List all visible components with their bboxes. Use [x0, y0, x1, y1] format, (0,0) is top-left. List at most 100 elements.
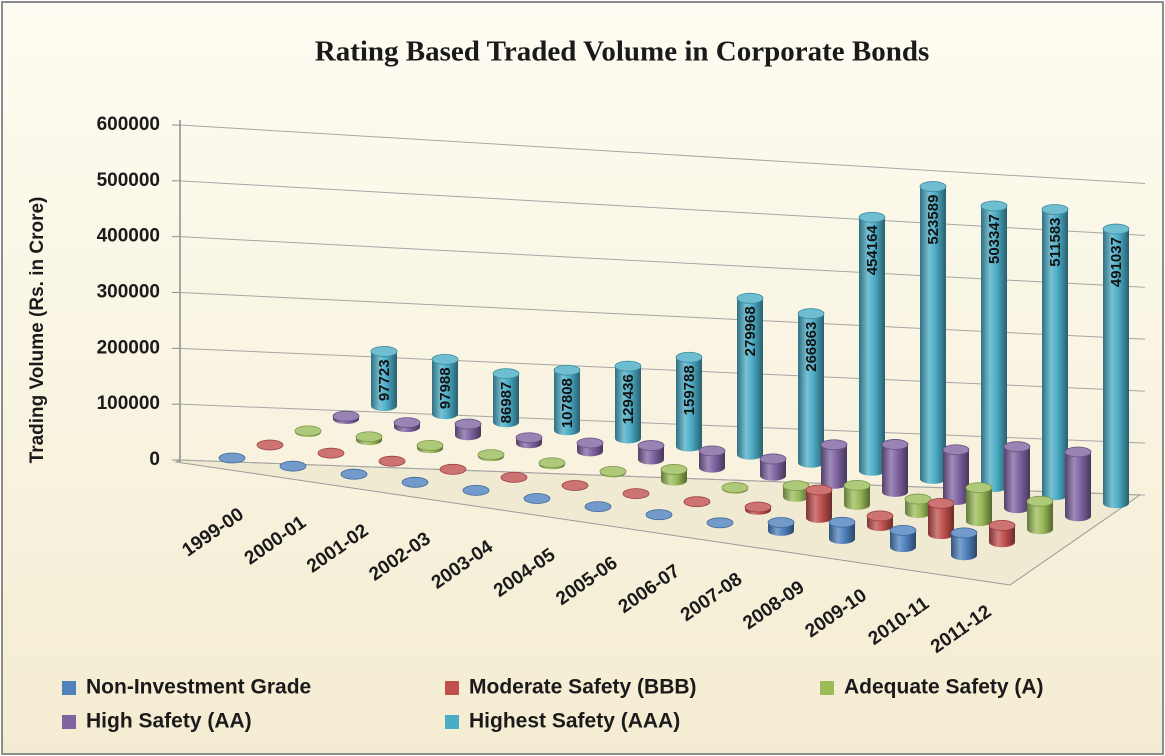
y-tick-label: 100000 — [97, 393, 160, 414]
cylinder — [683, 496, 711, 508]
cylinder — [622, 488, 650, 500]
data-label: 523589 — [925, 195, 942, 245]
cylinder-top — [599, 465, 627, 477]
cylinder — [881, 439, 909, 497]
cylinder-top — [294, 425, 322, 437]
cylinder-top — [477, 449, 505, 461]
cylinder-top — [1026, 495, 1054, 507]
cylinder-top — [942, 444, 970, 456]
cylinder-top — [317, 447, 345, 459]
data-label: 266863 — [803, 322, 820, 372]
cylinder-top — [431, 353, 459, 365]
cylinder — [355, 431, 383, 446]
cylinder — [370, 346, 398, 411]
cylinder — [256, 439, 284, 451]
cylinder — [820, 439, 848, 489]
cylinder-top — [889, 524, 917, 536]
cylinder — [904, 493, 932, 518]
cylinder-top — [332, 410, 360, 422]
cylinder-body — [928, 503, 954, 540]
data-label: 107808 — [559, 378, 576, 428]
cylinder-top — [614, 360, 642, 372]
cylinder-top — [950, 527, 978, 539]
cylinder-top — [576, 437, 604, 449]
y-tick-label: 400000 — [97, 226, 160, 247]
cylinder-top — [645, 509, 673, 521]
cylinder-top — [416, 440, 444, 451]
cylinder — [645, 509, 673, 521]
cylinder — [538, 457, 566, 470]
cylinder — [500, 471, 528, 483]
cylinder — [1026, 495, 1054, 535]
cylinder — [721, 482, 749, 494]
cylinder-top — [355, 431, 383, 443]
cylinder — [637, 440, 665, 465]
data-label: 159788 — [681, 365, 698, 415]
data-label: 97723 — [376, 359, 393, 401]
cylinder-top — [767, 517, 795, 528]
cylinder-body — [821, 444, 847, 489]
cylinder-top — [736, 292, 764, 304]
cylinder-top — [370, 346, 398, 357]
legend-swatch — [62, 715, 76, 729]
cylinder-top — [965, 482, 993, 494]
cylinder-top — [515, 432, 543, 444]
cylinder-top — [401, 476, 429, 488]
cylinder — [439, 463, 467, 475]
cylinder-top — [1003, 441, 1031, 453]
data-label: 503347 — [986, 214, 1003, 264]
cylinder-top — [439, 463, 467, 475]
cylinder-top — [462, 484, 490, 496]
cylinder-top — [584, 501, 612, 513]
cylinder-body — [920, 186, 946, 484]
cylinder-body — [798, 313, 824, 468]
cylinder-top — [782, 480, 810, 492]
cylinder — [675, 351, 703, 452]
cylinder — [584, 501, 612, 513]
cylinder — [660, 464, 688, 486]
cylinder-top — [988, 520, 1016, 531]
cylinder — [828, 516, 856, 544]
cylinder — [294, 425, 322, 437]
cylinder-top — [561, 480, 589, 491]
cylinder-top — [866, 510, 894, 522]
cylinder — [462, 484, 490, 496]
cylinder — [599, 465, 627, 478]
cylinder-top — [980, 200, 1008, 212]
cylinder — [1003, 441, 1031, 514]
cylinder-body — [1004, 446, 1030, 514]
cylinder-body — [989, 525, 1015, 548]
cylinder-top — [553, 364, 581, 376]
cylinder-body — [859, 217, 886, 476]
cylinder — [950, 527, 978, 561]
cylinder — [378, 455, 406, 467]
cylinder-top — [538, 457, 566, 469]
cylinder — [866, 510, 894, 531]
cylinder — [477, 449, 505, 462]
cylinder-top — [393, 417, 421, 429]
legend-swatch — [62, 681, 76, 695]
cylinder-top — [744, 501, 772, 513]
cylinder-top — [698, 445, 726, 457]
cylinder — [782, 480, 810, 502]
cylinder-body — [554, 370, 580, 436]
cylinder — [919, 181, 947, 484]
cylinder — [988, 520, 1016, 548]
data-label: 279968 — [742, 306, 759, 356]
cylinder — [706, 517, 734, 529]
cylinder-body — [806, 489, 832, 523]
y-tick-label: 0 — [149, 449, 160, 470]
cylinder — [492, 368, 520, 428]
cylinder-body — [882, 444, 908, 497]
cylinder-body — [371, 351, 397, 411]
cylinder — [858, 211, 886, 476]
cylinder — [698, 445, 726, 473]
cylinder-top — [927, 497, 955, 509]
legend-swatch — [820, 681, 834, 695]
cylinder-body — [737, 298, 764, 460]
cylinder-body — [981, 205, 1007, 492]
cylinder-top — [858, 211, 886, 223]
cylinder — [1102, 223, 1130, 509]
cylinder-top — [660, 464, 688, 475]
data-label: 511583 — [1047, 217, 1064, 266]
